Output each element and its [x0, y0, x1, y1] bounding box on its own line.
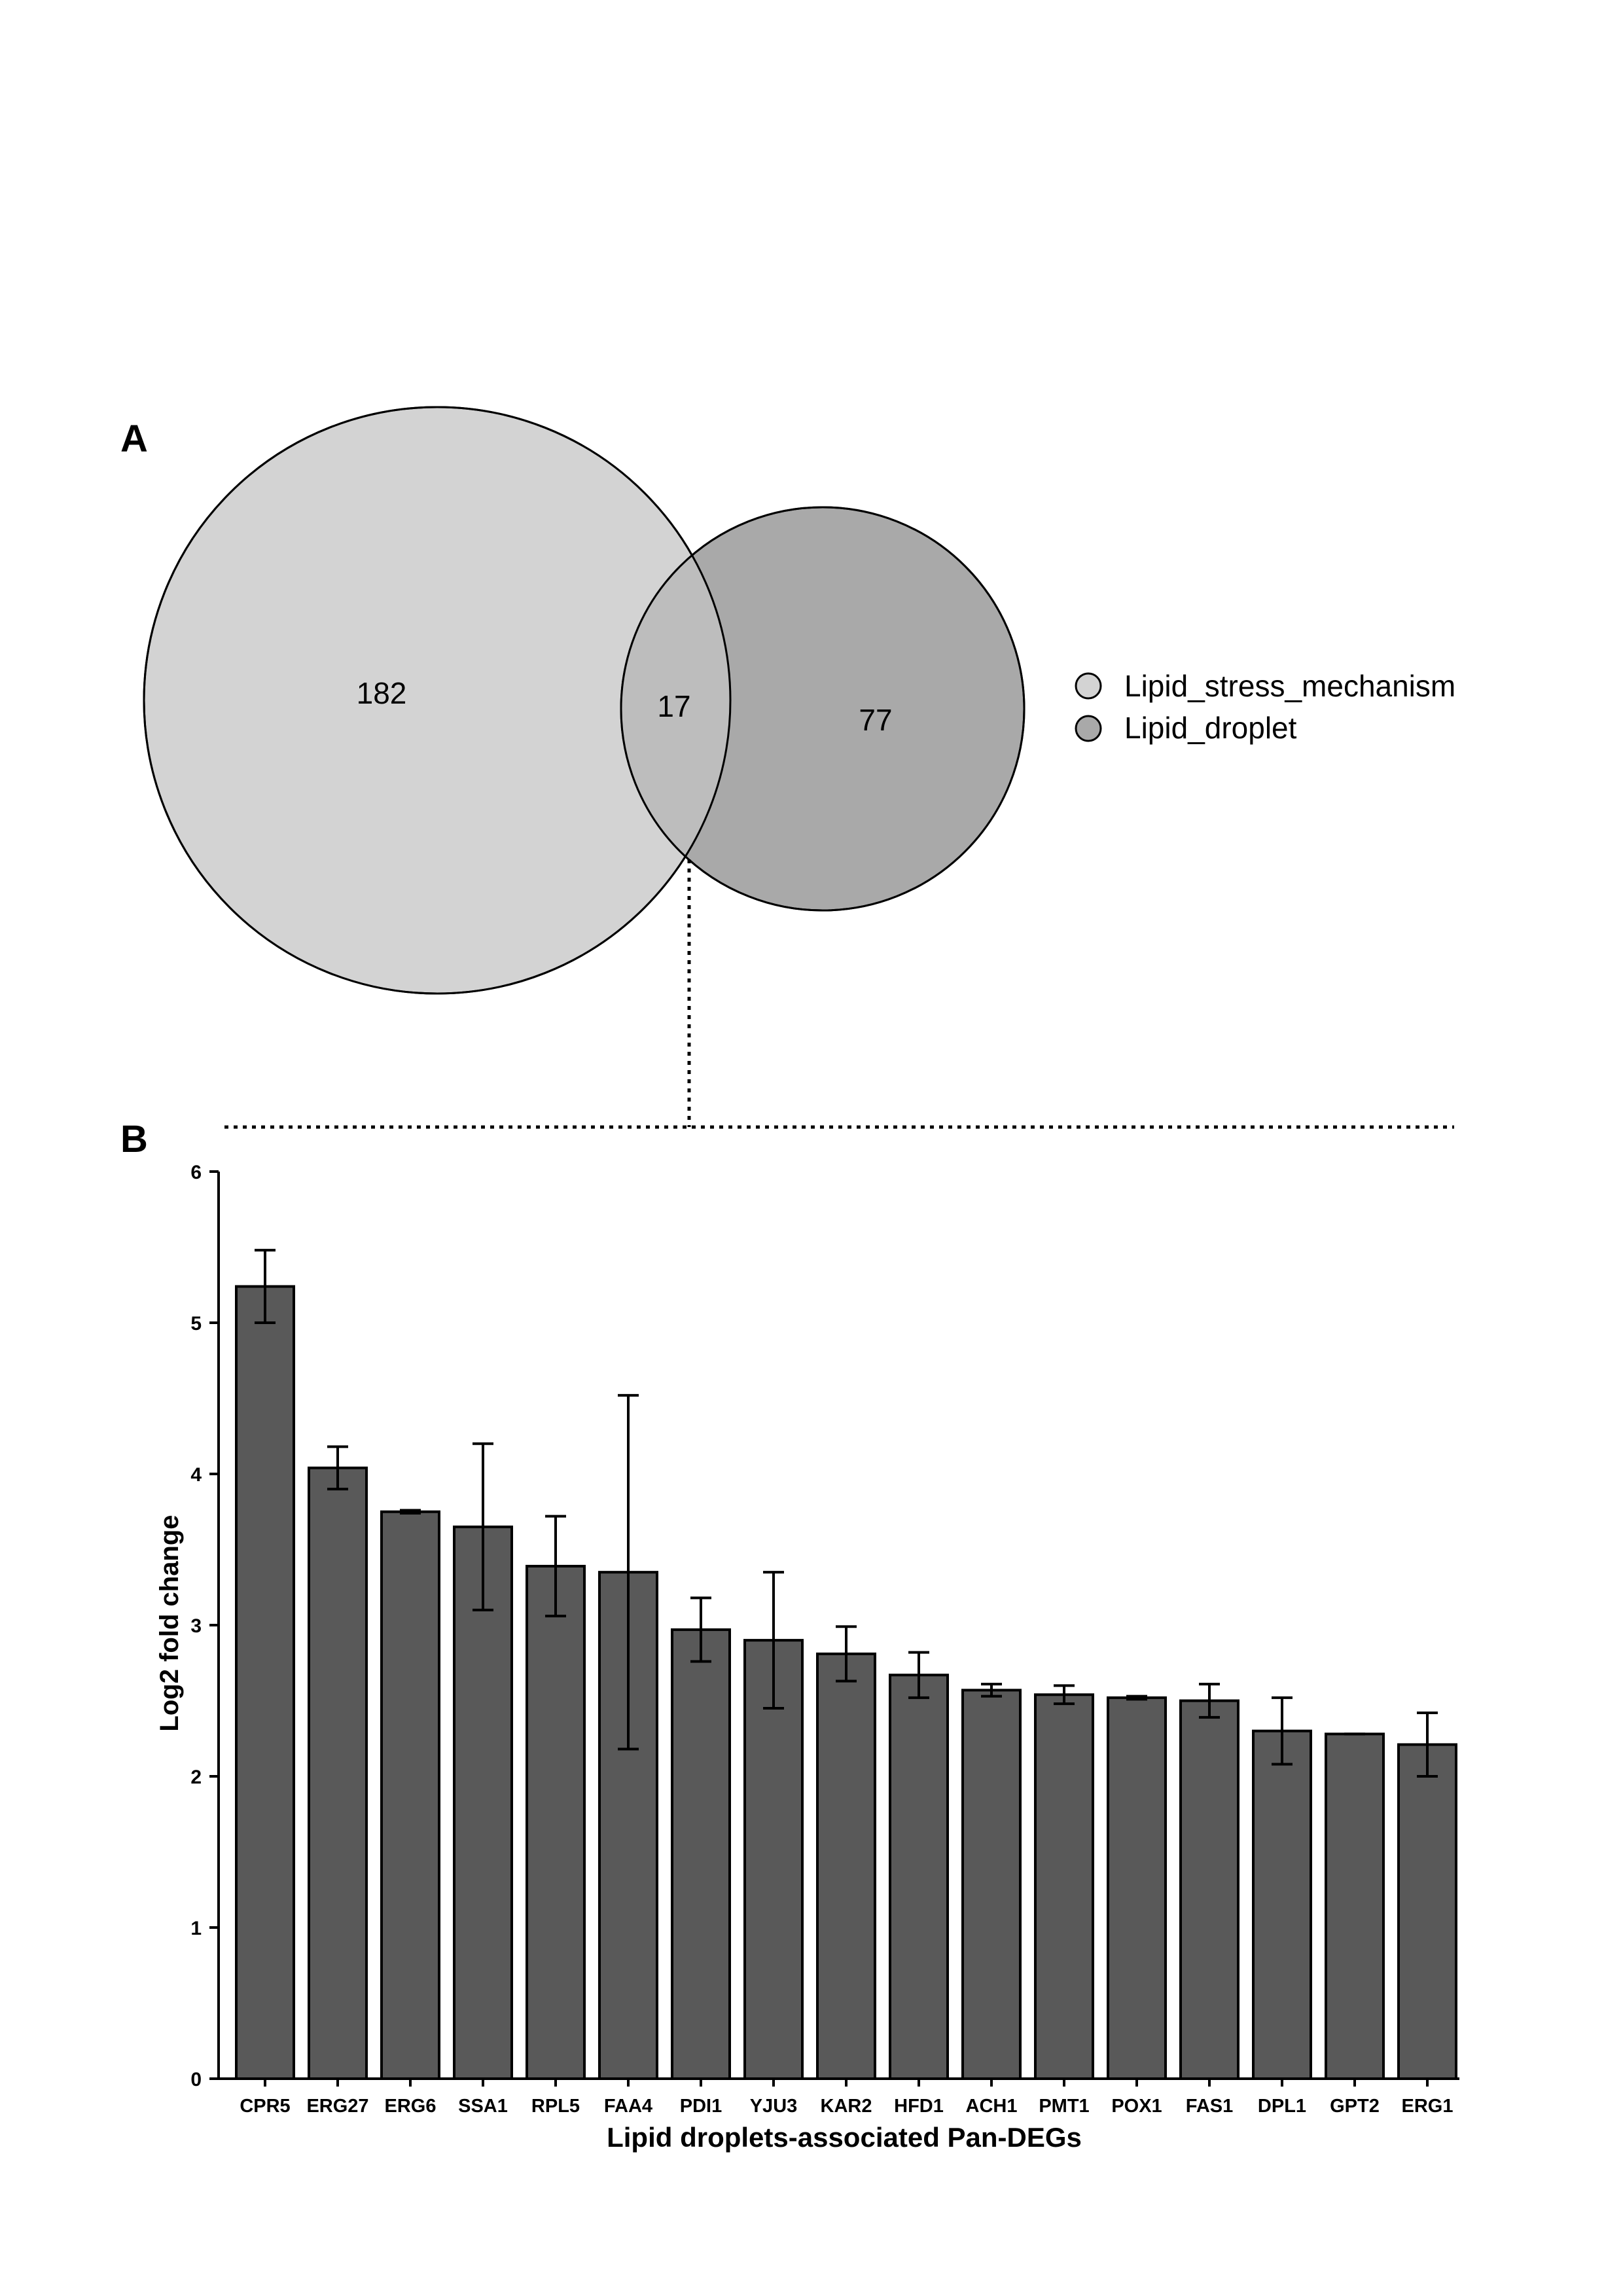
bar-hfd1 — [889, 1674, 949, 2080]
error-bars-group — [255, 1249, 1438, 1778]
bar-dpl1 — [1252, 1729, 1312, 2080]
y-tick-label: 6 — [190, 1162, 202, 1183]
y-tick-label: 3 — [190, 1615, 202, 1637]
venn-diagram: 182 17 77 — [143, 406, 1026, 995]
panel-a-label: A — [120, 418, 148, 460]
bar-erg6 — [380, 1510, 440, 2080]
y-tick-label: 4 — [190, 1464, 202, 1486]
venn-circle-outline-2 — [620, 506, 1026, 912]
x-axis-label: Lipid droplets-associated Pan-DEGs — [607, 2122, 1082, 2153]
legend-label-lipid-droplet: Lipid_droplet — [1124, 711, 1297, 745]
x-tick-label-pdi1: PDI1 — [680, 2096, 722, 2117]
x-tick-label-ach1: ACH1 — [966, 2096, 1018, 2117]
y-tick-label: 1 — [190, 1918, 202, 1939]
bar-kar2 — [816, 1652, 876, 2080]
x-tick-label-erg27: ERG27 — [306, 2096, 368, 2117]
bar-fas1 — [1179, 1699, 1240, 2080]
bar-erg1 — [1397, 1743, 1457, 2080]
x-tick-label-gpt2: GPT2 — [1330, 2096, 1380, 2117]
bar-ach1 — [961, 1689, 1022, 2081]
x-tick-label-fas1: FAS1 — [1186, 2096, 1234, 2117]
x-tick-label-yju3: YJU3 — [750, 2096, 798, 2117]
x-tick-label-erg1: ERG1 — [1402, 2096, 1454, 2117]
panel-b-label: B — [120, 1118, 148, 1160]
x-ticks-group: CPR5 ERG27 ERG6 SSA1 RPL5 FAA4 PDI1 YJU3 KAR2 HFD… — [240, 2079, 1453, 2117]
venn-count-only-second: 77 — [859, 703, 892, 737]
x-tick-label-kar2: KAR2 — [821, 2096, 872, 2117]
x-tick-label-rpl5: RPL5 — [531, 2096, 580, 2117]
x-tick-label-pmt1: PMT1 — [1039, 2096, 1089, 2117]
bar-pmt1 — [1034, 1693, 1094, 2080]
y-tick-label: 5 — [190, 1313, 202, 1335]
bar-cpr5 — [235, 1285, 295, 2080]
legend-label-lipid-stress-mechanism: Lipid_stress_mechanism — [1124, 669, 1455, 703]
x-tick-label-ssa1: SSA1 — [458, 2096, 508, 2117]
bar-rpl5 — [526, 1564, 586, 2080]
bar-gpt2 — [1325, 1732, 1385, 2081]
x-tick-label-erg6: ERG6 — [385, 2096, 437, 2117]
bar-pox1 — [1107, 1696, 1167, 2080]
y-ticks-group: 0 1 2 3 4 5 6 — [190, 1162, 219, 2090]
legend-swatch-lipid-stress-mechanism — [1075, 672, 1102, 700]
venn-count-only-first: 182 — [357, 676, 407, 710]
bar-pdi1 — [671, 1628, 731, 2080]
venn-count-intersection: 17 — [657, 689, 690, 723]
bars-group — [235, 1285, 1457, 2081]
x-tick-label-dpl1: DPL1 — [1258, 2096, 1306, 2117]
y-tick-label: 2 — [190, 1767, 202, 1788]
x-tick-label-pox1: POX1 — [1111, 2096, 1162, 2117]
y-axis-label: Log2 fold change — [155, 1515, 184, 1731]
venn-circle-outline-1 — [143, 406, 732, 995]
x-tick-label-faa4: FAA4 — [604, 2096, 652, 2117]
y-tick-label: 0 — [190, 2069, 202, 2090]
x-tick-label-hfd1: HFD1 — [894, 2096, 944, 2117]
bar-ssa1 — [453, 1525, 513, 2081]
x-tick-label-cpr5: CPR5 — [240, 2096, 290, 2117]
venn-legend: Lipid_stress_mechanism Lipid_droplet — [1075, 669, 1455, 745]
bar-chart: 0 1 2 3 4 5 6 CPR5 ERG27 ERG6 SSA1 RPL5 FAA4 PDI1 YJU… — [155, 1162, 1459, 2153]
legend-swatch-lipid-droplet — [1075, 715, 1102, 742]
bar-erg27 — [308, 1466, 368, 2080]
